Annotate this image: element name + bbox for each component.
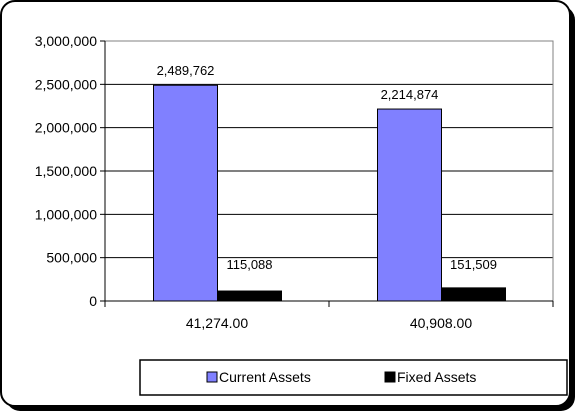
y-tick-label: 2,500,000 (35, 76, 97, 92)
legend: Current Assets Fixed Assets (139, 359, 568, 396)
bar (217, 290, 282, 302)
legend-label: Current Assets (219, 369, 311, 385)
bar (153, 84, 218, 302)
legend-label: Fixed Assets (397, 369, 476, 385)
data-labels: 2,489,762 115,088 2,214,874 151,509 (157, 63, 497, 272)
x-axis: 41,274.00 40,908.00 (104, 300, 554, 331)
y-tick-label: 500,000 (46, 250, 97, 266)
bars (153, 84, 506, 302)
y-tick-label: 3,000,000 (35, 33, 97, 49)
y-tick-label: 2,000,000 (35, 120, 97, 136)
legend-swatch (206, 371, 218, 383)
legend-box (139, 359, 568, 396)
legend-items: Current Assets Fixed Assets (206, 369, 476, 385)
y-tick-label: 0 (89, 293, 97, 309)
data-label: 2,489,762 (157, 63, 215, 78)
y-tick-label: 1,500,000 (35, 163, 97, 179)
y-axis: 0 500,000 1,000,000 1,500,000 2,000,000 2,500… (35, 33, 106, 309)
bar (441, 287, 506, 302)
bar (377, 108, 442, 302)
data-label: 115,088 (226, 257, 272, 272)
legend-swatch (384, 371, 396, 383)
data-label: 151,509 (450, 257, 497, 272)
x-tick-label: 40,908.00 (410, 315, 472, 331)
y-tick-label: 1,000,000 (35, 206, 97, 222)
x-tick-label: 41,274.00 (186, 315, 248, 331)
data-label: 2,214,874 (381, 87, 439, 102)
